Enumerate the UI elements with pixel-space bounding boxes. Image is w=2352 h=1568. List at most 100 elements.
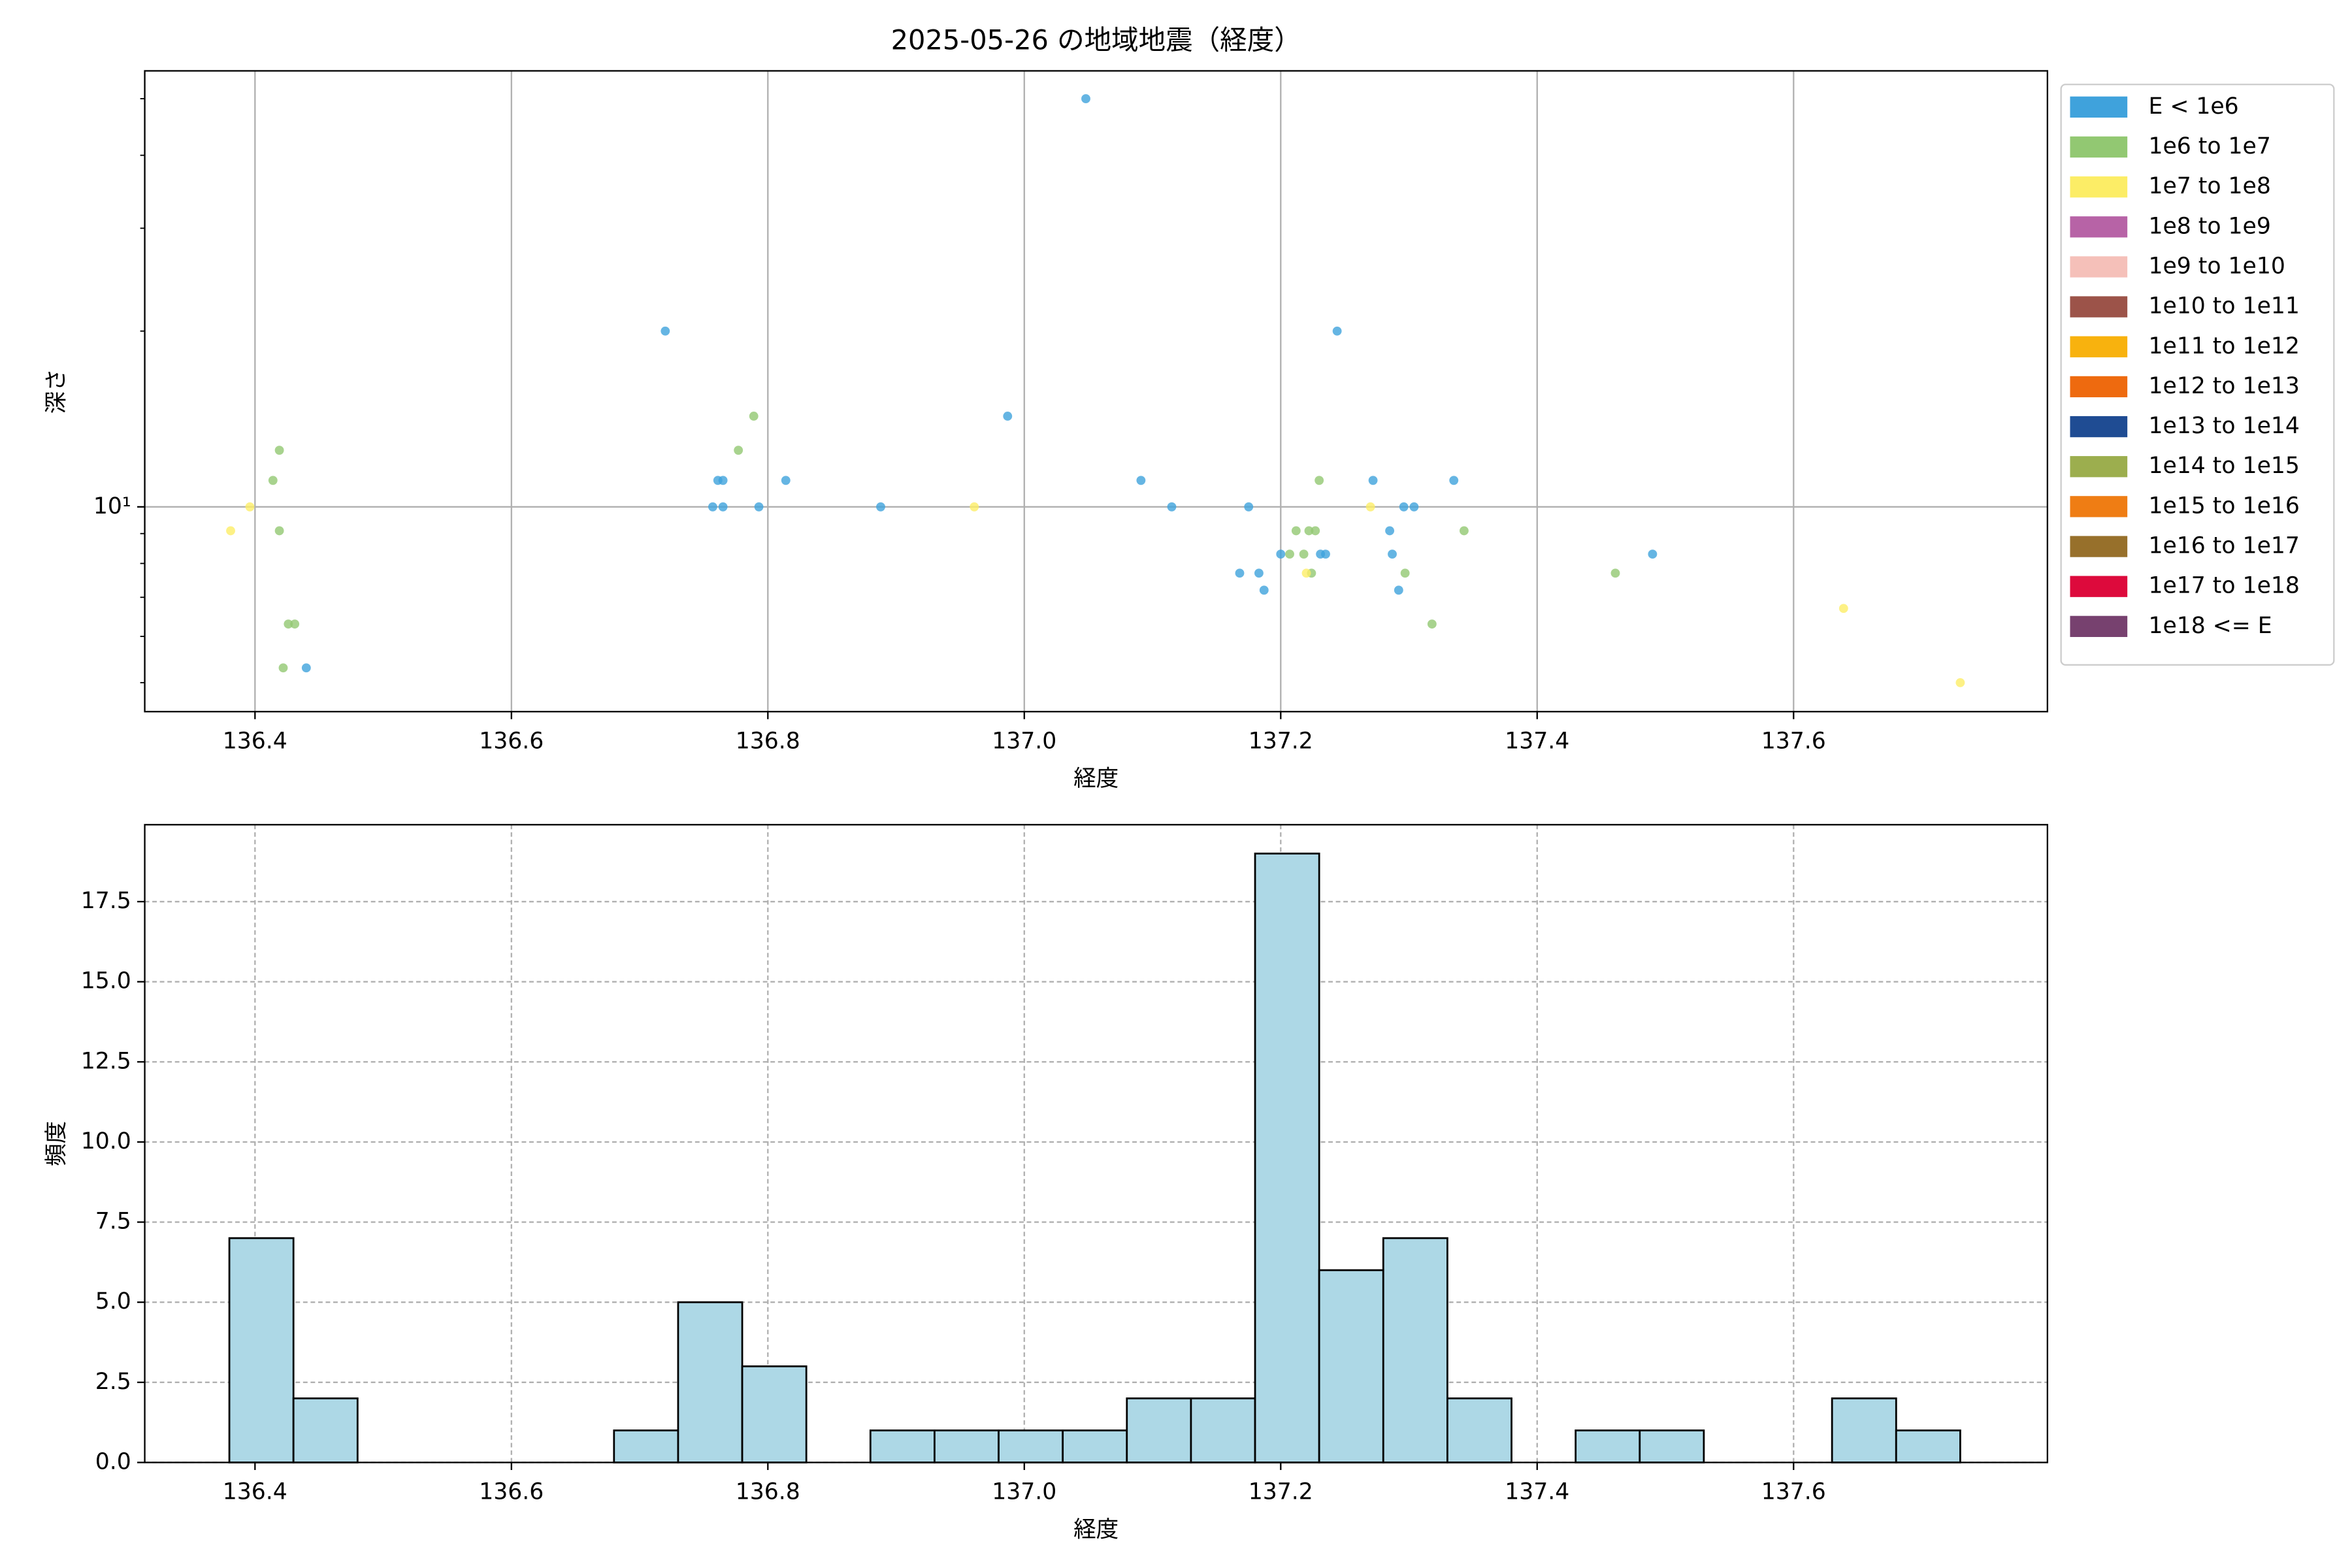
x-axis-label: 経度 — [1073, 766, 1119, 792]
bar — [998, 1429, 1064, 1463]
legend-swatch — [2070, 376, 2128, 398]
point — [1368, 476, 1378, 485]
legend-label: 1e6 to 1e7 — [2148, 133, 2270, 159]
point — [1610, 568, 1620, 578]
x-tick-label: 136.6 — [479, 1479, 544, 1505]
bar — [292, 1397, 359, 1463]
legend-label: 1e11 to 1e12 — [2148, 333, 2299, 359]
point — [274, 526, 284, 536]
x-tick-label: 136.4 — [223, 728, 287, 754]
y-tick-label: 15.0 — [81, 968, 131, 994]
legend-label: 1e16 to 1e17 — [2148, 533, 2299, 559]
legend-swatch — [2070, 416, 2128, 438]
point — [274, 446, 284, 455]
legend-swatch — [2070, 336, 2128, 357]
point — [284, 619, 293, 629]
legend-swatch — [2070, 456, 2128, 478]
legend-swatch — [2070, 615, 2128, 637]
legend-label: 1e17 to 1e18 — [2148, 573, 2299, 599]
bar — [1126, 1397, 1192, 1463]
bar — [1575, 1429, 1641, 1463]
bar — [613, 1429, 679, 1463]
point — [1311, 526, 1320, 536]
point — [734, 446, 743, 455]
x-tick-label: 137.2 — [1249, 1479, 1313, 1505]
legend-swatch — [2070, 536, 2128, 557]
x-tick-label: 137.0 — [992, 728, 1056, 754]
legend-swatch — [2070, 576, 2128, 597]
y-tick-label: 10.0 — [81, 1128, 131, 1154]
bar — [741, 1365, 808, 1463]
legend-label: 1e9 to 1e10 — [2148, 253, 2285, 279]
point — [749, 412, 759, 421]
point — [1167, 502, 1177, 512]
y-tick-label: 17.5 — [81, 888, 131, 914]
y-axis-label: 頻度 — [44, 1121, 70, 1166]
bar — [1446, 1397, 1512, 1463]
point — [278, 663, 288, 673]
y-tick-label: 7.5 — [95, 1209, 131, 1235]
point — [226, 526, 235, 536]
bar — [1190, 1397, 1256, 1463]
point — [1003, 412, 1013, 421]
point — [1365, 502, 1375, 512]
bar — [869, 1429, 936, 1463]
legend-label: 1e15 to 1e16 — [2148, 493, 2299, 519]
point — [1332, 326, 1342, 336]
legend-swatch — [2070, 176, 2128, 198]
point — [970, 502, 979, 512]
point — [1285, 549, 1294, 559]
x-tick-label: 137.4 — [1505, 728, 1569, 754]
legend-label: 1e12 to 1e13 — [2148, 373, 2299, 399]
point — [781, 476, 791, 485]
y-tick-label: 0.0 — [95, 1448, 131, 1475]
legend-label: E < 1e6 — [2148, 93, 2238, 120]
point — [1136, 476, 1146, 485]
plot-frame — [144, 824, 2048, 1463]
point — [1400, 568, 1410, 578]
point — [1648, 549, 1658, 559]
point — [1394, 585, 1403, 595]
y-axis-label: 深さ — [44, 368, 70, 414]
legend-label: 1e10 to 1e11 — [2148, 293, 2299, 319]
point — [1409, 502, 1419, 512]
x-tick-label: 136.6 — [479, 728, 544, 754]
bar — [1318, 1269, 1384, 1463]
legend-box — [2060, 84, 2335, 666]
legend-swatch — [2070, 256, 2128, 278]
x-tick-label: 137.4 — [1505, 1479, 1569, 1505]
point — [718, 502, 728, 512]
legend-label: 1e7 to 1e8 — [2148, 173, 2270, 199]
bar — [1254, 853, 1320, 1463]
legend-label: 1e14 to 1e15 — [2148, 453, 2299, 479]
point — [1301, 568, 1311, 578]
plot-frame — [144, 70, 2048, 713]
point — [1427, 619, 1437, 629]
legend-swatch — [2070, 296, 2128, 318]
point — [1235, 568, 1245, 578]
y-tick-label: 5.0 — [95, 1288, 131, 1315]
legend-label: 1e18 <= E — [2148, 613, 2272, 639]
legend-swatch — [2070, 496, 2128, 517]
point — [1254, 568, 1264, 578]
x-tick-label: 137.0 — [992, 1479, 1056, 1505]
point — [1315, 476, 1324, 485]
point — [1838, 604, 1848, 613]
point — [708, 502, 717, 512]
legend-label: 1e8 to 1e9 — [2148, 213, 2270, 239]
legend-swatch — [2070, 216, 2128, 238]
legend-swatch — [2070, 96, 2128, 118]
point — [876, 502, 885, 512]
point — [1459, 526, 1469, 536]
y-tick-label: 10¹ — [93, 493, 131, 519]
point — [1321, 549, 1330, 559]
y-tick-label: 12.5 — [81, 1048, 131, 1074]
bar — [677, 1301, 743, 1463]
point — [1399, 502, 1409, 512]
x-tick-label: 136.4 — [223, 1479, 287, 1505]
point — [1299, 549, 1309, 559]
point — [1259, 585, 1269, 595]
point — [754, 502, 764, 512]
